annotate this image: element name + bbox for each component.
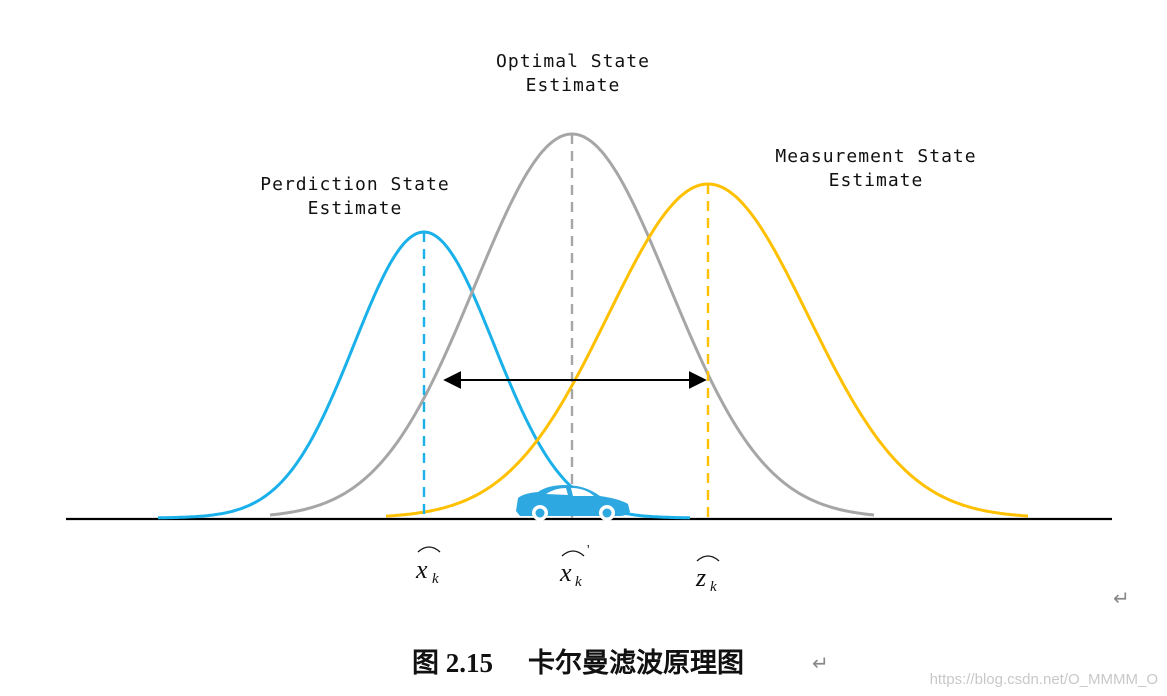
svg-text:z: z <box>695 563 706 592</box>
svg-text:': ' <box>587 543 590 558</box>
measurement-curve <box>385 182 1029 518</box>
optimal-label-line1: Optimal State <box>496 51 650 72</box>
measurement-label-line2: Estimate <box>829 170 924 191</box>
z-hat-symbol: z k <box>695 555 720 595</box>
prediction-label-line2: Estimate <box>308 198 403 219</box>
svg-text:k: k <box>432 571 439 587</box>
figure-number: 图 2.15 <box>412 648 493 678</box>
x-hat-prime-symbol: x k ' <box>559 543 590 590</box>
x-hat-symbol: x k <box>415 546 441 587</box>
svg-text:x: x <box>415 555 428 584</box>
svg-text:k: k <box>575 574 582 590</box>
watermark: https://blog.csdn.net/O_MMMM_O <box>930 671 1158 688</box>
figure-caption: 卡尔曼滤波原理图 <box>528 648 744 678</box>
car-icon <box>516 485 630 521</box>
svg-text:x: x <box>559 558 572 587</box>
measurement-label-line1: Measurement State <box>775 146 976 167</box>
prediction-label-line1: Perdiction State <box>260 174 449 195</box>
return-mark-caption: ↵ <box>812 651 829 675</box>
return-mark-right: ↵ <box>1113 586 1130 610</box>
svg-text:k: k <box>710 579 717 595</box>
optimal-label-line2: Estimate <box>526 75 621 96</box>
